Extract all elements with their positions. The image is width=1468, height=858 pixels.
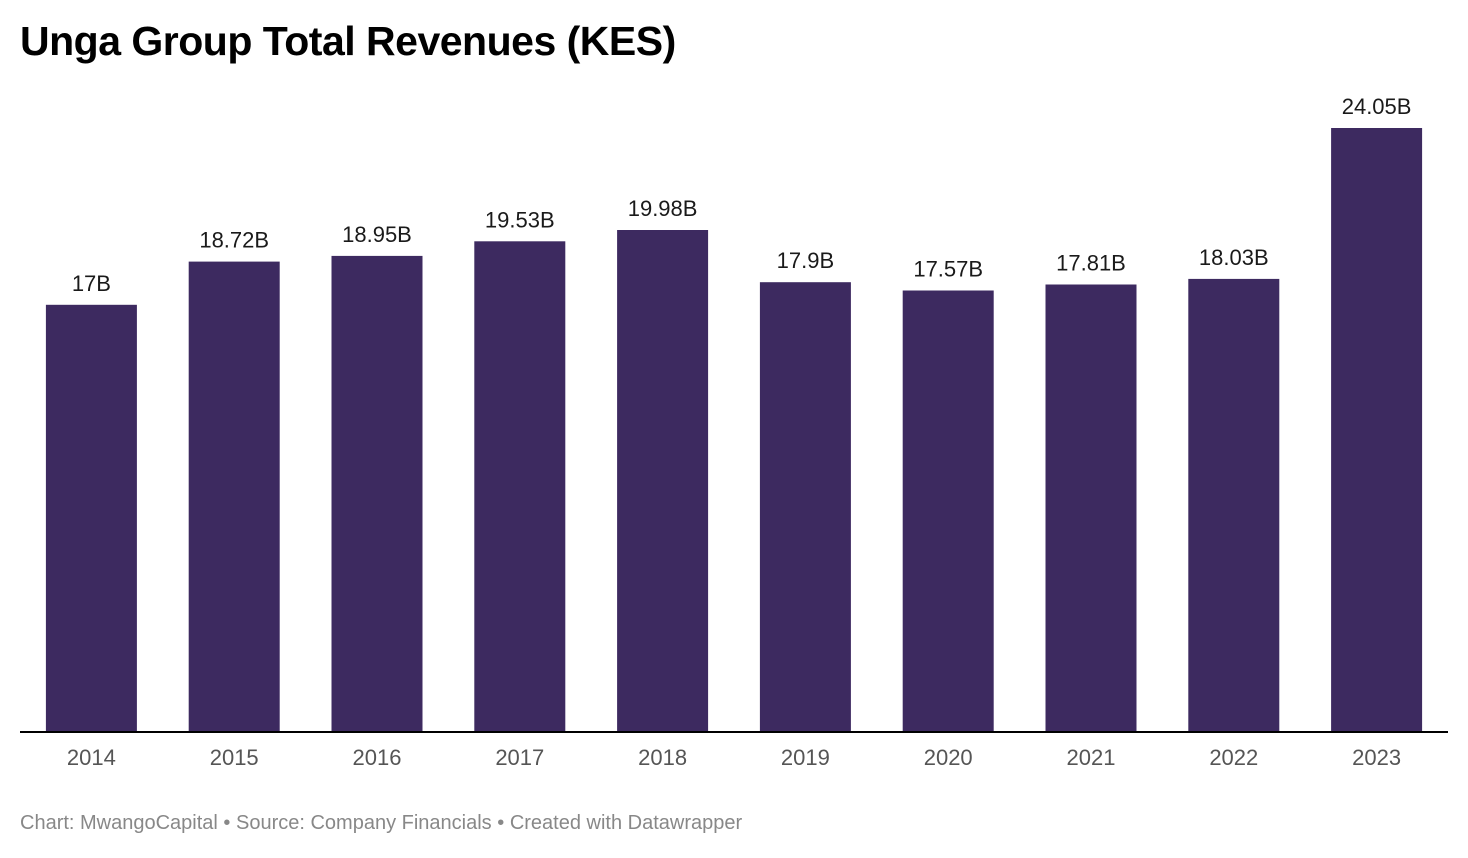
bar-2020	[902, 290, 994, 731]
x-tick-label-2022: 2022	[1209, 745, 1258, 770]
bar-2022	[1188, 278, 1280, 731]
x-tick-label-2019: 2019	[781, 745, 830, 770]
bar-2018	[617, 230, 709, 731]
value-label-2019: 17.9B	[777, 248, 835, 273]
x-tick-labels-group: 2014 2015 2016 2017 2018 2019 2020 2021 2022 2023	[67, 745, 1401, 770]
x-tick-label-2017: 2017	[495, 745, 544, 770]
value-label-2023: 24.05B	[1342, 94, 1412, 119]
bars-group	[45, 128, 1423, 732]
chart-footer: Chart: MwangoCapital • Source: Company F…	[20, 812, 742, 835]
x-tick-label-2020: 2020	[924, 745, 973, 770]
x-tick-label-2015: 2015	[210, 745, 259, 770]
bar-chart: 17B 18.72B 18.95B 19.53B 19.98B 17.9B 17.57B 17…	[20, 94, 1448, 770]
bar-2016	[331, 255, 423, 731]
footer-separator: •	[217, 812, 236, 834]
value-label-2014: 17B	[72, 271, 111, 296]
value-label-2018: 19.98B	[628, 196, 698, 221]
chart-credit: Chart: MwangoCapital	[20, 812, 218, 834]
x-tick-label-2023: 2023	[1352, 745, 1401, 770]
value-labels-group: 17B 18.72B 18.95B 19.53B 19.98B 17.9B 17.57B 17…	[72, 94, 1412, 296]
bar-2023	[1331, 128, 1423, 731]
footer-separator: •	[491, 812, 510, 834]
x-tick-label-2018: 2018	[638, 745, 687, 770]
x-tick-label-2021: 2021	[1067, 745, 1116, 770]
value-label-2021: 17.81B	[1056, 251, 1126, 276]
value-label-2022: 18.03B	[1199, 245, 1269, 270]
chart-title: Unga Group Total Revenues (KES)	[20, 18, 676, 64]
x-tick-label-2014: 2014	[67, 745, 116, 770]
value-label-2016: 18.95B	[342, 222, 412, 247]
bar-2019	[759, 282, 851, 731]
created-with-note: Created with Datawrapper	[509, 812, 743, 834]
x-tick-label-2016: 2016	[353, 745, 402, 770]
value-label-2020: 17.57B	[913, 257, 983, 282]
value-label-2015: 18.72B	[199, 228, 269, 253]
bar-2017	[474, 241, 566, 732]
bar-2015	[188, 261, 280, 731]
source-note: Source: Company Financials	[236, 812, 492, 834]
bar-2021	[1045, 284, 1137, 731]
value-label-2017: 19.53B	[485, 207, 555, 232]
bar-2014	[45, 304, 137, 731]
